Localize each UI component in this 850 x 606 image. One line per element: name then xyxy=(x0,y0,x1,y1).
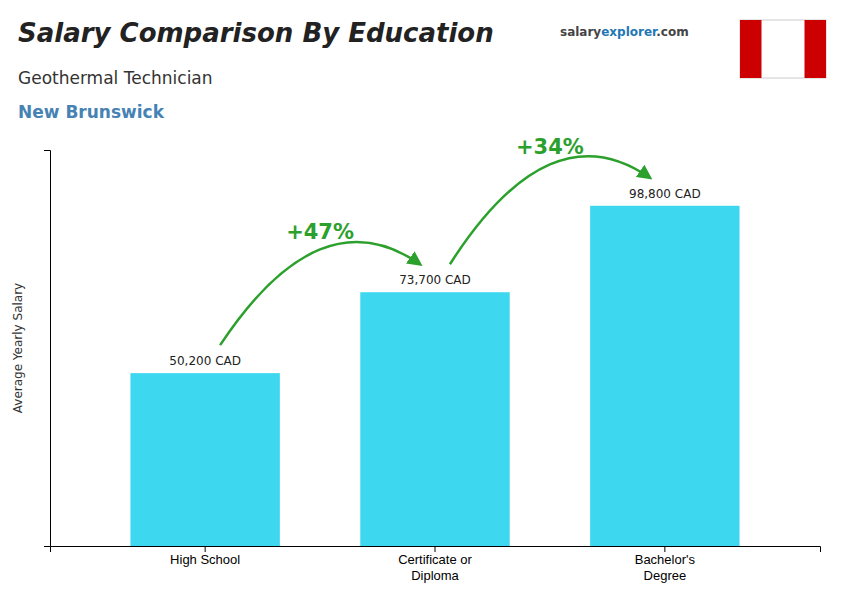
watermark-part: salary xyxy=(560,25,601,39)
x-tick-label-line: Diploma xyxy=(411,568,459,583)
location: New Brunswick xyxy=(18,102,165,122)
y-label: Average Yearly Salary xyxy=(11,283,25,413)
flag-bar xyxy=(805,20,827,78)
title: Salary Comparison By Education xyxy=(18,18,494,48)
x-tick-mark xyxy=(205,546,206,552)
bar xyxy=(130,373,279,546)
watermark: salaryexplorer.com xyxy=(560,25,689,39)
y-axis xyxy=(44,151,51,547)
bars xyxy=(130,206,739,546)
data-label: 50,200 CAD xyxy=(169,354,241,368)
change-label: +47% xyxy=(286,220,354,244)
x-tick: Bachelor'sDegree xyxy=(635,546,696,583)
x-tick-label-line: Degree xyxy=(644,568,687,583)
change-arrow xyxy=(220,242,420,345)
x-tick-label-line: High School xyxy=(170,552,240,567)
bar xyxy=(360,292,509,546)
x-tick-mark xyxy=(664,546,665,552)
y-axis-line xyxy=(44,151,51,547)
x-tick-label: High School xyxy=(170,552,240,567)
data-labels: 50,200 CAD 73,700 CAD 98,800 CAD xyxy=(169,187,700,368)
x-tick-label-line: Bachelor's xyxy=(635,552,696,567)
data-label: 73,700 CAD xyxy=(399,273,471,287)
flag-bar xyxy=(740,20,762,78)
change-arrow xyxy=(450,156,650,264)
plot: High School Certificate orDiploma Bachelor… xyxy=(44,135,821,582)
x-tick: Certificate orDiploma xyxy=(398,546,472,583)
x-tick: High School xyxy=(170,546,240,567)
data-label: 98,800 CAD xyxy=(629,187,701,201)
change-label: +34% xyxy=(516,135,584,159)
bar xyxy=(590,206,739,546)
watermark-part: .com xyxy=(656,25,688,39)
annotations: +47% +34% xyxy=(220,135,650,345)
chart: Salary Comparison By Education Geothermal… xyxy=(0,0,850,606)
flag xyxy=(740,20,826,78)
x-tick-label-line: Certificate or xyxy=(398,552,472,567)
x-axis: High School Certificate orDiploma Bachelor… xyxy=(51,546,821,583)
x-tick-label: Bachelor'sDegree xyxy=(635,552,696,583)
subtitle: Geothermal Technician xyxy=(18,68,213,88)
x-axis-line xyxy=(51,547,821,553)
watermark-part: explorer xyxy=(601,25,658,39)
x-tick-mark xyxy=(435,546,436,552)
flag-bg xyxy=(740,20,826,78)
x-tick-label: Certificate orDiploma xyxy=(398,552,472,583)
